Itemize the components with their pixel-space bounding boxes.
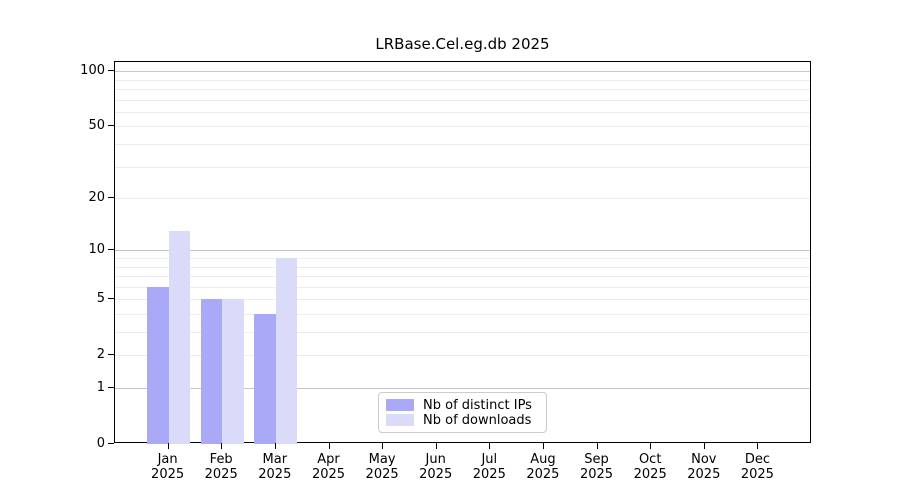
gridline-minor-8 <box>115 266 810 268</box>
x-tick-label-jul: Jul 2025 <box>472 452 506 482</box>
x-tick-jun <box>435 443 437 449</box>
x-tick-label-dec: Dec 2025 <box>740 452 774 482</box>
x-tick-jan <box>167 443 169 449</box>
gridline-minor-20 <box>115 198 810 199</box>
gridline-minor-70 <box>115 99 810 101</box>
gridline-minor-60 <box>115 111 810 113</box>
y-tick-1 <box>108 387 114 388</box>
gridline-minor-6 <box>115 286 810 288</box>
gridline-minor-40 <box>115 143 810 145</box>
gridline-minor-2 <box>115 355 810 357</box>
gridline-minor-3 <box>115 332 810 333</box>
gridline-major-100 <box>115 71 810 73</box>
legend-label-downloads: Nb of downloads <box>423 412 532 428</box>
x-tick-label-jan: Jan 2025 <box>151 452 185 482</box>
gridline-minor-5 <box>115 299 810 301</box>
legend-item-distinct-ips: Nb of distinct IPs <box>386 397 538 413</box>
bar-downloads-feb <box>222 299 244 444</box>
y-tick-20 <box>108 197 114 198</box>
y-tick-label-10: 10 <box>88 241 105 257</box>
bar-downloads-mar <box>275 257 298 444</box>
y-tick-label-2: 2 <box>96 346 105 362</box>
x-tick-label-jun: Jun 2025 <box>419 452 453 482</box>
y-tick-label-20: 20 <box>88 189 105 205</box>
y-tick-5 <box>108 298 114 300</box>
x-tick-apr <box>328 443 330 449</box>
gridline-minor-9 <box>115 257 810 259</box>
gridline-minor-80 <box>115 88 810 90</box>
plot-area <box>114 61 811 444</box>
gridline-major-1 <box>115 388 810 389</box>
x-tick-feb <box>221 443 223 449</box>
x-tick-label-may: May 2025 <box>365 452 399 482</box>
legend-label-distinct-ips: Nb of distinct IPs <box>423 397 532 413</box>
bar-downloads-jan <box>168 230 190 444</box>
y-tick-label-5: 5 <box>96 290 105 306</box>
x-tick-jul <box>489 443 491 449</box>
legend-item-downloads: Nb of downloads <box>386 412 538 428</box>
x-tick-aug <box>542 443 544 449</box>
legend-swatch-downloads <box>386 414 414 426</box>
bar-ips-mar <box>254 313 276 444</box>
bar-ips-jan <box>147 286 169 444</box>
y-tick-0 <box>108 443 114 444</box>
y-tick-10 <box>108 249 114 251</box>
y-tick-label-100: 100 <box>80 62 105 78</box>
x-tick-mar <box>274 443 276 449</box>
y-tick-50 <box>108 125 114 127</box>
x-tick-label-apr: Apr 2025 <box>311 452 346 482</box>
gridline-minor-7 <box>115 276 810 277</box>
y-tick-100 <box>108 70 114 72</box>
gridline-minor-90 <box>115 79 810 81</box>
gridline-minor-30 <box>115 166 810 168</box>
legend: Nb of distinct IPs Nb of downloads <box>378 392 547 433</box>
x-tick-label-nov: Nov 2025 <box>687 452 721 482</box>
chart-title: LRBase.Cel.eg.db 2025 <box>375 35 550 53</box>
y-tick-2 <box>108 354 114 356</box>
x-tick-dec <box>757 443 759 449</box>
gridline-minor-50 <box>115 126 810 128</box>
gridline-minor-4 <box>115 313 810 315</box>
x-tick-nov <box>703 443 705 449</box>
y-tick-label-0: 0 <box>96 435 105 451</box>
x-tick-label-feb: Feb 2025 <box>204 452 238 482</box>
bar-ips-feb <box>200 299 223 444</box>
x-tick-oct <box>650 443 652 449</box>
legend-swatch-distinct-ips <box>386 399 414 411</box>
gridline-major-10 <box>115 250 810 252</box>
x-tick-label-oct: Oct 2025 <box>633 452 667 482</box>
x-tick-label-mar: Mar 2025 <box>258 452 292 482</box>
y-tick-label-1: 1 <box>96 379 105 395</box>
x-tick-may <box>382 443 384 449</box>
x-tick-sep <box>596 443 598 449</box>
x-tick-label-aug: Aug 2025 <box>526 452 560 482</box>
x-tick-label-sep: Sep 2025 <box>579 452 614 482</box>
y-tick-label-50: 50 <box>88 117 105 133</box>
